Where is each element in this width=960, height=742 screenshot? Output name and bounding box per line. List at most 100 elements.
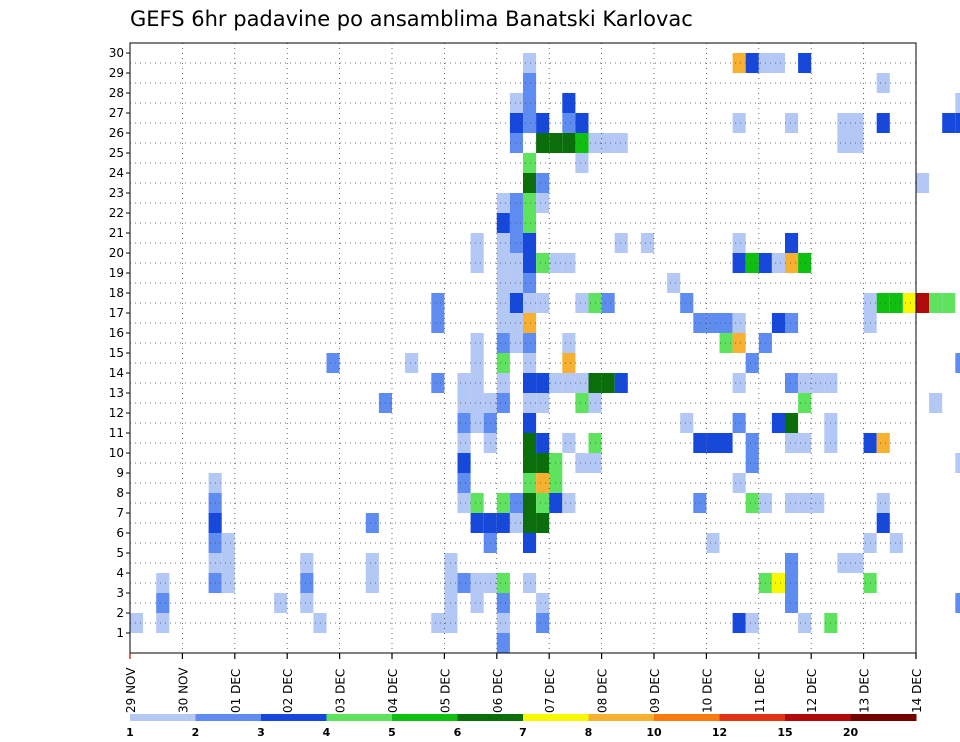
y-tick-label: 1 bbox=[116, 626, 124, 640]
heatmap-cell bbox=[562, 373, 576, 393]
heatmap-cell bbox=[771, 313, 785, 333]
heatmap-cell bbox=[221, 573, 235, 593]
heatmap-cell bbox=[719, 313, 733, 333]
heatmap-cell bbox=[798, 613, 812, 633]
heatmap-cell bbox=[536, 493, 550, 513]
colorbar-swatch bbox=[654, 714, 720, 721]
heatmap-cell bbox=[457, 433, 471, 453]
heatmap-cell bbox=[745, 253, 759, 273]
colorbar-label: 15 bbox=[777, 726, 792, 739]
heatmap-cell bbox=[745, 613, 759, 633]
heatmap-cell bbox=[785, 593, 799, 613]
heatmap-cell bbox=[785, 573, 799, 593]
y-tick-label: 27 bbox=[109, 106, 124, 120]
heatmap-cell bbox=[811, 493, 825, 513]
heatmap-cell bbox=[509, 273, 523, 293]
y-tick-label: 29 bbox=[109, 66, 124, 80]
y-tick-label: 22 bbox=[109, 206, 124, 220]
y-tick-label: 30 bbox=[109, 46, 124, 60]
heatmap-cell bbox=[876, 113, 890, 133]
colorbar: 1 2 3 4 5 6 7 8 10 12 15 20 bbox=[126, 714, 917, 739]
heatmap-cell bbox=[365, 553, 379, 573]
y-tick-label: 10 bbox=[109, 446, 124, 460]
heatmap-cell bbox=[523, 53, 537, 73]
heatmap-cell bbox=[470, 373, 484, 393]
x-tick-label: 08 DEC bbox=[596, 669, 610, 713]
heatmap-cell bbox=[496, 353, 510, 373]
heatmap-cell bbox=[771, 573, 785, 593]
heatmap-cell bbox=[942, 113, 956, 133]
heatmap-cell bbox=[798, 433, 812, 453]
heatmap-cell bbox=[798, 373, 812, 393]
heatmap-cell bbox=[300, 573, 314, 593]
heatmap-cell bbox=[496, 633, 510, 653]
heatmap-cell bbox=[706, 433, 720, 453]
heatmap-cell bbox=[523, 473, 537, 493]
heatmap-cell bbox=[732, 333, 746, 353]
y-tick-label: 24 bbox=[109, 166, 124, 180]
heatmap-cell bbox=[693, 433, 707, 453]
heatmap-cell bbox=[601, 133, 615, 153]
y-tick-label: 8 bbox=[116, 486, 124, 500]
heatmap-cell bbox=[509, 193, 523, 213]
heatmap-cell bbox=[785, 553, 799, 573]
heatmap-cell bbox=[523, 513, 537, 533]
heatmap-cell bbox=[221, 533, 235, 553]
heatmap-cell bbox=[562, 493, 576, 513]
colorbar-label: 7 bbox=[519, 726, 527, 739]
heatmap-cell bbox=[614, 373, 628, 393]
heatmap-cell bbox=[536, 453, 550, 473]
heatmap-cell bbox=[745, 453, 759, 473]
heatmap-cell bbox=[496, 593, 510, 613]
y-axis-ticks: 1234567891011121314151617181920212223242… bbox=[109, 46, 130, 640]
heatmap-cell bbox=[732, 53, 746, 73]
y-tick-label: 17 bbox=[109, 306, 124, 320]
x-tick-label: 04 DEC bbox=[386, 669, 400, 713]
y-tick-label: 5 bbox=[116, 546, 124, 560]
heatmap-cell bbox=[876, 433, 890, 453]
heatmap-cell bbox=[326, 353, 340, 373]
heatmap-cell bbox=[575, 113, 589, 133]
heatmap-cell bbox=[470, 493, 484, 513]
heatmap-cell bbox=[509, 513, 523, 533]
heatmap-cell bbox=[601, 293, 615, 313]
x-tick-label: 12 DEC bbox=[805, 669, 819, 713]
heatmap-cell bbox=[156, 593, 170, 613]
heatmap-cell bbox=[850, 133, 864, 153]
y-tick-label: 14 bbox=[109, 366, 124, 380]
heatmap-cell bbox=[470, 593, 484, 613]
heatmap-cell bbox=[496, 233, 510, 253]
x-tick-label: 29 NOV bbox=[124, 667, 138, 713]
x-tick-label: 06 DEC bbox=[491, 669, 505, 713]
heatmap-cell bbox=[785, 313, 799, 333]
heatmap-cell bbox=[523, 373, 537, 393]
y-tick-label: 21 bbox=[109, 226, 124, 240]
heatmap-cell bbox=[745, 493, 759, 513]
heatmap-cell bbox=[523, 93, 537, 113]
heatmap-cell bbox=[771, 53, 785, 73]
heatmap-cell bbox=[509, 233, 523, 253]
heatmap-cell bbox=[745, 53, 759, 73]
y-tick-label: 25 bbox=[109, 146, 124, 160]
heatmap-cell bbox=[601, 373, 615, 393]
heatmap-cell bbox=[156, 573, 170, 593]
heatmap-cell bbox=[876, 293, 890, 313]
heatmap-cell bbox=[562, 253, 576, 273]
colorbar-swatch bbox=[195, 714, 262, 721]
heatmap-cell bbox=[706, 313, 720, 333]
heatmap-cell bbox=[300, 593, 314, 613]
heatmap-cell bbox=[523, 413, 537, 433]
heatmap-cell bbox=[523, 113, 537, 133]
y-tick-label: 26 bbox=[109, 126, 124, 140]
heatmap-cell bbox=[457, 413, 471, 433]
heatmap-cell bbox=[575, 293, 589, 313]
heatmap-cell bbox=[496, 393, 510, 413]
colorbar-label: 1 bbox=[126, 726, 134, 739]
y-tick-label: 19 bbox=[109, 266, 124, 280]
heatmap-cell bbox=[523, 433, 537, 453]
heatmap-cell bbox=[496, 313, 510, 333]
heatmap-cell bbox=[130, 613, 144, 633]
heatmap-cell bbox=[614, 133, 628, 153]
x-tick-label: 07 DEC bbox=[543, 669, 557, 713]
